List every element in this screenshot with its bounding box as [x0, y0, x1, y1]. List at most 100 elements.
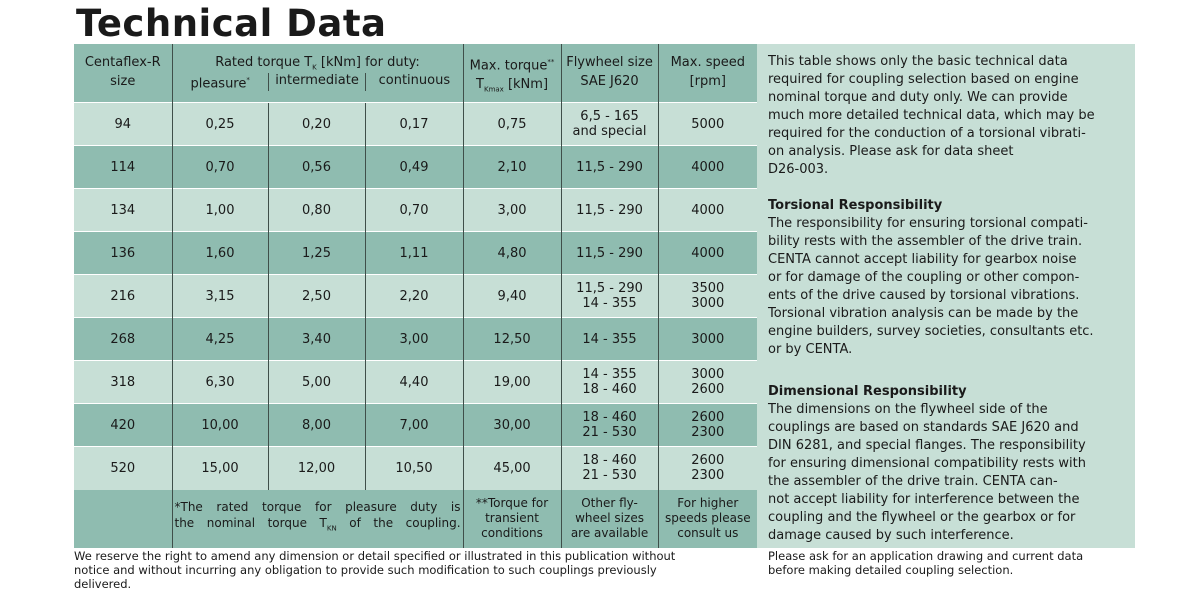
request-note: Please ask for an application drawing an…: [768, 549, 1083, 577]
text-line: CENTA cannot accept liability for gearbo…: [768, 252, 1077, 267]
cell-speed: 2600 2300: [657, 403, 758, 447]
text-line: DIN 6281, and special flanges. The respo…: [768, 438, 1086, 453]
cell-intermediate: 5,00: [267, 360, 365, 404]
cell-intermediate: 1,25: [267, 231, 365, 275]
cell-size: 114: [74, 145, 172, 189]
text-line: the assembler of the drive train. CENTA …: [768, 474, 1058, 489]
cell-speed: 4000: [657, 188, 758, 232]
header-rated-torque: Rated torque TK [kNm] for duty: pleasure…: [171, 44, 464, 103]
text-line: much more detailed technical data, which…: [768, 108, 1095, 123]
table-row: 420 10,00 8,00 7,00 30,00 18 - 460 21 - 530 260…: [74, 403, 758, 447]
text-line: not accept liability for interference be…: [768, 492, 1080, 507]
text-line: wheel sizes: [575, 511, 644, 525]
cell-continuous: 7,00: [364, 403, 464, 447]
cell-continuous: 2,20: [364, 274, 464, 318]
text-line: are available: [570, 526, 649, 540]
cell-size: 134: [74, 188, 172, 232]
table-footer: *The rated torque for pleasure duty is th…: [74, 489, 758, 548]
table-row: 216 3,15 2,50 2,20 9,40 11,5 - 290 14 - 355 350…: [74, 274, 758, 318]
header-max-torque: Max. torque** TKmax [kNm]: [462, 44, 562, 103]
cell-intermediate: 8,00: [267, 403, 365, 447]
text-line: 21 - 530: [582, 468, 637, 484]
text-line: 14 - 355: [582, 367, 637, 382]
page-title: Technical Data: [76, 2, 387, 45]
cell-max: 12,50: [462, 317, 562, 361]
cell-pleasure: 1,60: [171, 231, 268, 275]
cell-flywheel: 18 - 460 21 - 530: [560, 446, 659, 490]
footnote-pleasure: *The rated torque for pleasure duty is th…: [171, 489, 464, 548]
text-line: Centaflex-R: [84, 55, 161, 70]
cell-intermediate: 3,40: [267, 317, 365, 361]
text-line: The dimensions on the flywheel side of t…: [768, 402, 1048, 417]
text-line: 6,5 - 165: [580, 109, 639, 124]
cell-pleasure: 15,00: [171, 446, 268, 490]
text-line: engine builders, survey societies, consu…: [768, 324, 1094, 339]
text-line: SAE J620: [580, 74, 639, 89]
text-line: This table shows only the basic technica…: [768, 54, 1068, 69]
text-line: TKmax [kNm]: [476, 77, 549, 94]
cell-pleasure: 6,30: [171, 360, 268, 404]
cell-speed: 4000: [657, 145, 758, 189]
text-line: *The rated torque for pleasure duty is: [174, 500, 461, 515]
text-line: 4000: [691, 245, 725, 261]
cell-size: 94: [74, 102, 172, 146]
cell-flywheel: 11,5 - 290 14 - 355: [560, 274, 659, 318]
text-line: and special: [572, 124, 647, 139]
text-line: nominal torque and duty only. We can pro…: [768, 90, 1068, 105]
cell-flywheel: 11,5 - 290: [560, 231, 659, 275]
text-line: 11,5 - 290: [576, 245, 643, 261]
text-line: We reserve the right to amend any dimens…: [74, 549, 676, 563]
cell-pleasure: 4,25: [171, 317, 268, 361]
cell-speed: 3000: [657, 317, 758, 361]
text-line: size: [110, 74, 136, 89]
intro-text: This table shows only the basic technica…: [768, 53, 1135, 179]
text-line: For higher: [677, 496, 739, 510]
table-row: 520 15,00 12,00 10,50 45,00 18 - 460 21 - 530 2…: [74, 446, 758, 490]
cell-continuous: 3,00: [364, 317, 464, 361]
text-line: or by CENTA.: [768, 342, 853, 357]
header-flywheel: Flywheel size SAE J620: [560, 44, 659, 103]
cell-flywheel: 11,5 - 290: [560, 188, 659, 232]
cell-pleasure: 0,70: [171, 145, 268, 189]
header-intermediate: intermediate: [267, 73, 365, 91]
text-line: couplings are based on standards SAE J62…: [768, 420, 1079, 435]
cell-size: 136: [74, 231, 172, 275]
table-row: 114 0,70 0,56 0,49 2,10 11,5 - 290 4000: [74, 145, 758, 189]
cell-continuous: 10,50: [364, 446, 464, 490]
cell-pleasure: 3,15: [171, 274, 268, 318]
text-line: 5000: [691, 116, 725, 132]
text-line: 2600: [691, 410, 725, 425]
text-line: 3000: [691, 367, 725, 382]
text-line: required for coupling selection based on…: [768, 72, 1079, 87]
footer-empty: [74, 490, 172, 548]
torsional-heading: Torsional Responsibility: [768, 198, 943, 213]
text-line: 3000: [691, 296, 725, 311]
cell-continuous: 0,17: [364, 102, 464, 146]
cell-continuous: 0,49: [364, 145, 464, 189]
dimensional-heading: Dimensional Responsibility: [768, 384, 967, 399]
text-line: 14 - 355: [582, 331, 637, 347]
text-line: conditions: [481, 526, 543, 540]
text-line: damage caused by such interference.: [768, 528, 1014, 543]
text-line: required for the conduction of a torsion…: [768, 126, 1086, 141]
text-line: for ensuring dimensional compatibility r…: [768, 456, 1087, 471]
text-line: 11,5 - 290: [576, 202, 643, 218]
text-line: 14 - 355: [582, 296, 637, 311]
technical-data-table: Centaflex-R size Rated torque TK [kNm] fo…: [74, 44, 758, 548]
cell-max: 30,00: [462, 403, 562, 447]
cell-speed: 5000: [657, 102, 758, 146]
text-line: transient: [485, 511, 539, 525]
text-line: **Torque for: [475, 496, 549, 510]
text-line: or for damage of the coupling or other c…: [768, 270, 1080, 285]
text-line: the nominal torque TKN of the coupling.: [174, 516, 461, 533]
cell-continuous: 1,11: [364, 231, 464, 275]
text-line: before making detailed coupling selectio…: [768, 563, 1014, 577]
cell-flywheel: 14 - 355 18 - 460: [560, 360, 659, 404]
text-line: ents of the drive caused by torsional vi…: [768, 288, 1080, 303]
cell-size: 268: [74, 317, 172, 361]
text-line: 18 - 460: [582, 453, 637, 469]
cell-speed: 4000: [657, 231, 758, 275]
text-line: [rpm]: [689, 74, 726, 89]
cell-pleasure: 1,00: [171, 188, 268, 232]
cell-size: 318: [74, 360, 172, 404]
